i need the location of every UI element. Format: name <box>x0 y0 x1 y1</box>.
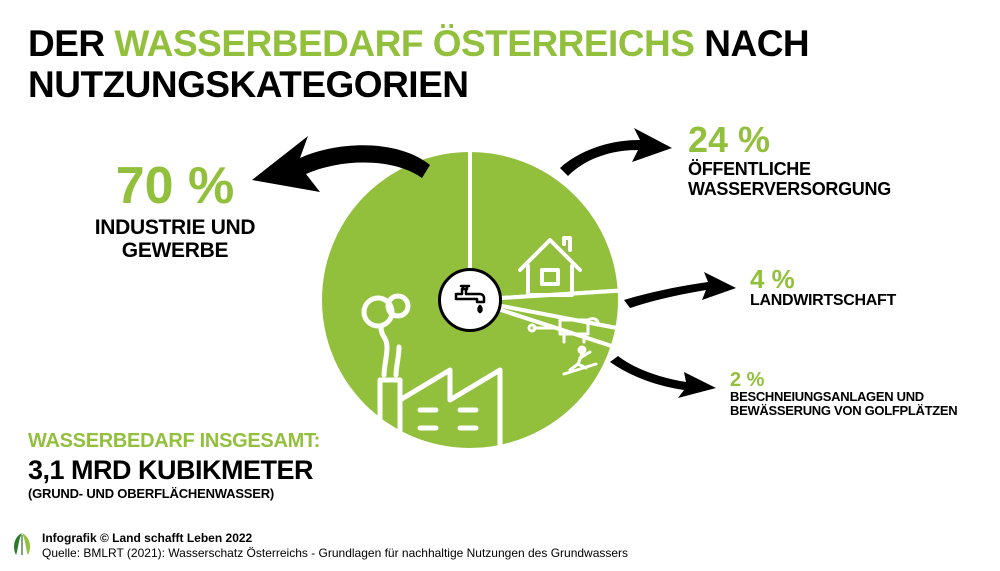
pct-public: 24 % <box>688 122 968 158</box>
pct-agri: 4 % <box>750 266 990 292</box>
page-title: DER WASSERBEDARF ÖSTERREICHS NACH NUTZUN… <box>28 24 1000 105</box>
footer: Infografik © Land schafft Leben 2022 Que… <box>8 531 628 561</box>
arrow-agri <box>624 272 736 308</box>
lbl-industry: INDUSTRIE UND GEWERBE <box>60 216 290 262</box>
footer-text: Infografik © Land schafft Leben 2022 Que… <box>42 531 628 561</box>
center-circle <box>438 268 502 332</box>
title-accent: WASSERBEDARF ÖSTERREICHS <box>114 23 694 64</box>
title-part1: DER <box>28 23 114 64</box>
pct-snow: 2 % <box>730 370 990 390</box>
total-value: 3,1 MRD KUBIKMETER <box>28 455 320 486</box>
total-head: WASSERBEDARF INSGESAMT: <box>28 430 320 453</box>
total-sub: (GRUND- UND OBERFLÄCHENWASSER) <box>28 486 320 501</box>
faucet-icon <box>450 280 490 320</box>
label-public: 24 % ÖFFENTLICHE WASSERVERSORGUNG <box>688 122 968 200</box>
label-snow: 2 % BESCHNEIUNGSANLAGEN UND BEWÄSSERUNG … <box>730 370 990 419</box>
arrow-snow <box>610 356 716 398</box>
label-industry: 70 % INDUSTRIE UND GEWERBE <box>60 160 290 262</box>
footer-source: Quelle: BMLRT (2021): Wasserschatz Öster… <box>42 546 628 561</box>
lbl-agri: LANDWIRTSCHAFT <box>750 292 990 310</box>
total-block: WASSERBEDARF INSGESAMT: 3,1 MRD KUBIKMET… <box>28 430 320 501</box>
lbl-snow: BESCHNEIUNGSANLAGEN UND BEWÄSSERUNG VON … <box>730 390 960 419</box>
leaf-icon <box>8 531 36 559</box>
pct-industry: 70 % <box>60 160 290 212</box>
footer-copyright: Infografik © Land schafft Leben 2022 <box>42 531 628 546</box>
lbl-public: ÖFFENTLICHE WASSERVERSORGUNG <box>688 160 918 200</box>
pie-chart <box>320 150 620 450</box>
label-agri: 4 % LANDWIRTSCHAFT <box>750 266 990 310</box>
